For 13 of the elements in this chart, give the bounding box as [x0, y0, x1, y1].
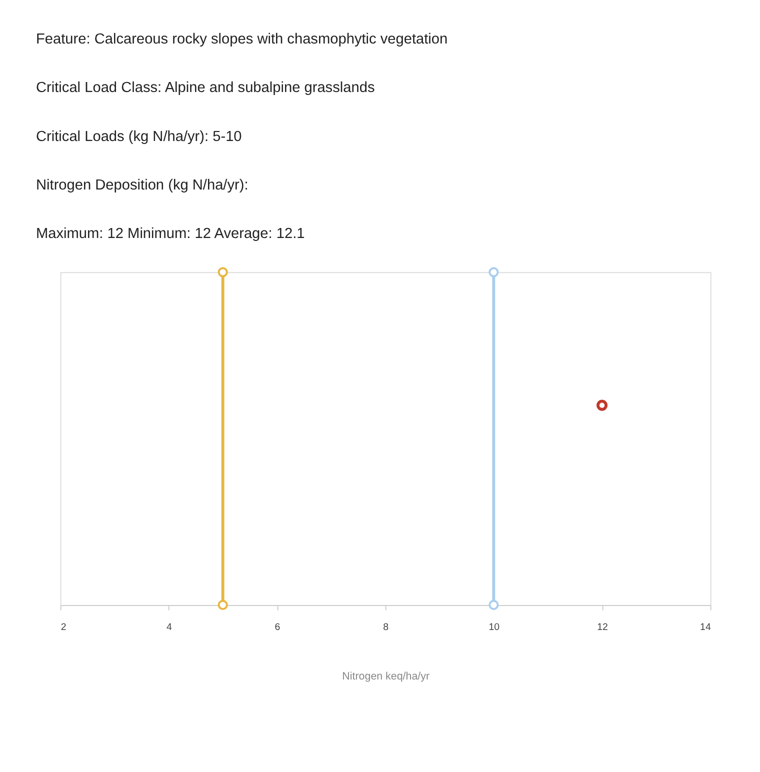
x-tick-label: 4 [166, 622, 172, 633]
x-tick-label: 10 [488, 622, 500, 633]
text: Feature: Calcareous rocky slopes with chasmophytic vegetation [36, 31, 448, 48]
text: Maximum: 12 Minimum: 12 Average: 12.1 [36, 226, 305, 242]
x-tick-label: 14 [700, 622, 712, 633]
x-tick-label: 6 [274, 622, 280, 633]
x-tick-label: 2 [60, 622, 66, 633]
x-tick-label: 12 [597, 622, 608, 633]
text: Critical Load Class: Alpine and subalpine grasslands [36, 80, 375, 96]
x-axis-title: Nitrogen keq/ha/yr [342, 670, 430, 682]
text: Nitrogen Deposition (kg N/ha/yr): [36, 177, 248, 194]
x-tick-label: 8 [383, 622, 389, 633]
text: Critical Loads (kg N/ha/yr): 5-10 [36, 128, 242, 145]
